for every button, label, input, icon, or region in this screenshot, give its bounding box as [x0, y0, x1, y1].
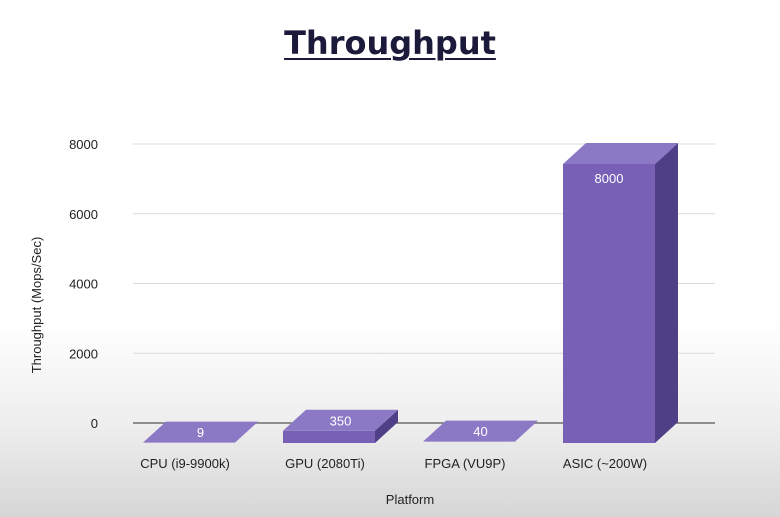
data-label: 350 — [330, 413, 352, 428]
bar — [563, 143, 678, 443]
y-tick-label: 0 — [91, 416, 98, 431]
data-label: 9 — [197, 425, 204, 440]
bars — [143, 143, 678, 443]
bar-top — [423, 420, 538, 442]
y-tick-label: 6000 — [69, 207, 98, 222]
x-category-label: ASIC (~200W) — [563, 456, 647, 471]
bar-top — [283, 409, 398, 431]
y-tick-labels: 0 2000 4000 6000 8000 — [69, 137, 98, 431]
x-category-labels: CPU (i9-9900k) GPU (2080Ti) FPGA (VU9P) ASI… — [140, 456, 647, 471]
x-axis-title: Platform — [386, 492, 434, 507]
data-labels: 9 350 40 8000 — [197, 171, 624, 440]
y-tick-label: 8000 — [69, 137, 98, 152]
data-label: 40 — [473, 424, 487, 439]
bar-side — [655, 143, 678, 443]
bar-front — [283, 430, 375, 443]
bar — [283, 409, 398, 443]
y-tick-label: 2000 — [69, 346, 98, 361]
bar-top — [563, 143, 678, 164]
x-category-label: GPU (2080Ti) — [285, 456, 365, 471]
bar-top — [143, 421, 258, 443]
bar-front — [563, 164, 655, 443]
bar — [143, 421, 258, 443]
x-category-label: FPGA (VU9P) — [425, 456, 506, 471]
chart-title: Throughput — [284, 24, 496, 62]
bar-side — [375, 409, 398, 443]
y-tick-label: 4000 — [69, 277, 98, 292]
bar — [423, 420, 538, 442]
data-label: 8000 — [595, 171, 624, 186]
x-category-label: CPU (i9-9900k) — [140, 456, 230, 471]
y-axis-title: Throughput (Mops/Sec) — [29, 237, 44, 374]
